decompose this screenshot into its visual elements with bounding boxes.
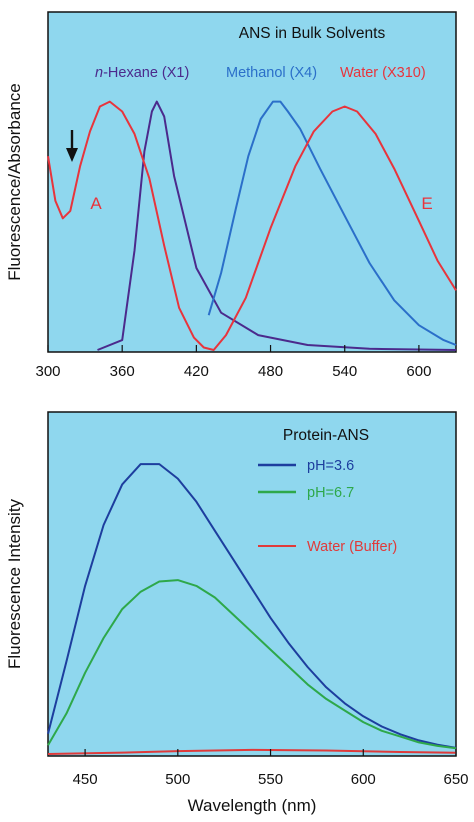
- x-tick-label-0-3: 480: [258, 363, 283, 380]
- series-line-0-0: [97, 100, 457, 351]
- bottom-x-axis-label: Wavelength (nm): [188, 796, 317, 815]
- x-tick-label-0-4: 540: [332, 363, 357, 380]
- series-line-1-2: [47, 748, 457, 755]
- legend-label-hexane: n-Hexane (X1): [95, 65, 189, 81]
- bottom-y-axis-label: Fluorescence Intensity: [5, 498, 24, 669]
- top-x-ticks: 300 360 420 480 540 600: [35, 345, 431, 380]
- legend-label-hexane-italic: n: [95, 65, 103, 81]
- legend-label-water: Water (X310): [340, 65, 426, 81]
- x-tick-label-0-0: 300: [35, 363, 60, 380]
- top-legend: n-Hexane (X1) Methanol (X4) Water (X310): [95, 65, 426, 81]
- x-tick-label-0-2: 420: [184, 363, 209, 380]
- series-line-0-2: [47, 100, 457, 351]
- top-chart-title: ANS in Bulk Solvents: [239, 25, 386, 42]
- x-tick-label-0-1: 360: [110, 363, 135, 380]
- legend-label-methanol: Methanol (X4): [226, 65, 317, 81]
- top-plot-area: [47, 11, 457, 353]
- series-line-0-1: [207, 100, 457, 346]
- x-tick-label-1-0: 450: [73, 771, 98, 788]
- legend-label-hexane-rest: -Hexane (X1): [103, 65, 189, 81]
- x-tick-label-0-5: 600: [406, 363, 431, 380]
- x-tick-label-1-1: 500: [165, 771, 190, 788]
- legend-label-ph36: pH=3.6: [307, 458, 354, 474]
- bottom-legend: Protein-ANS pH=3.6 pH=6.7 Water (Buffer): [258, 427, 397, 555]
- bottom-plot-area: [47, 411, 457, 757]
- legend-title: Protein-ANS: [283, 427, 369, 444]
- x-tick-label-1-2: 550: [258, 771, 283, 788]
- top-y-axis-label: Fluorescence/Absorbance: [5, 83, 24, 281]
- bottom-series-group: [47, 463, 457, 755]
- top-panel: 300 360 420 480 540 600 ANS in Bulk Solvents …: [5, 11, 457, 380]
- down-arrow-icon: [66, 130, 78, 162]
- legend-label-ph67: pH=6.7: [307, 485, 354, 501]
- annotation-absorbance: A: [90, 194, 102, 213]
- annotation-emission: E: [421, 194, 432, 213]
- series-line-1-1: [47, 579, 457, 750]
- x-tick-label-1-3: 600: [351, 771, 376, 788]
- bottom-x-ticks: 450 500 550 600 650: [73, 749, 469, 788]
- series-line-1-0: [47, 463, 457, 749]
- bottom-panel: 450 500 550 600 650 Protein-ANS pH=3.6 pH=6.…: [5, 411, 469, 815]
- legend-label-water-buffer: Water (Buffer): [307, 539, 397, 555]
- x-tick-label-1-4: 650: [443, 771, 468, 788]
- top-series-group: [47, 100, 457, 351]
